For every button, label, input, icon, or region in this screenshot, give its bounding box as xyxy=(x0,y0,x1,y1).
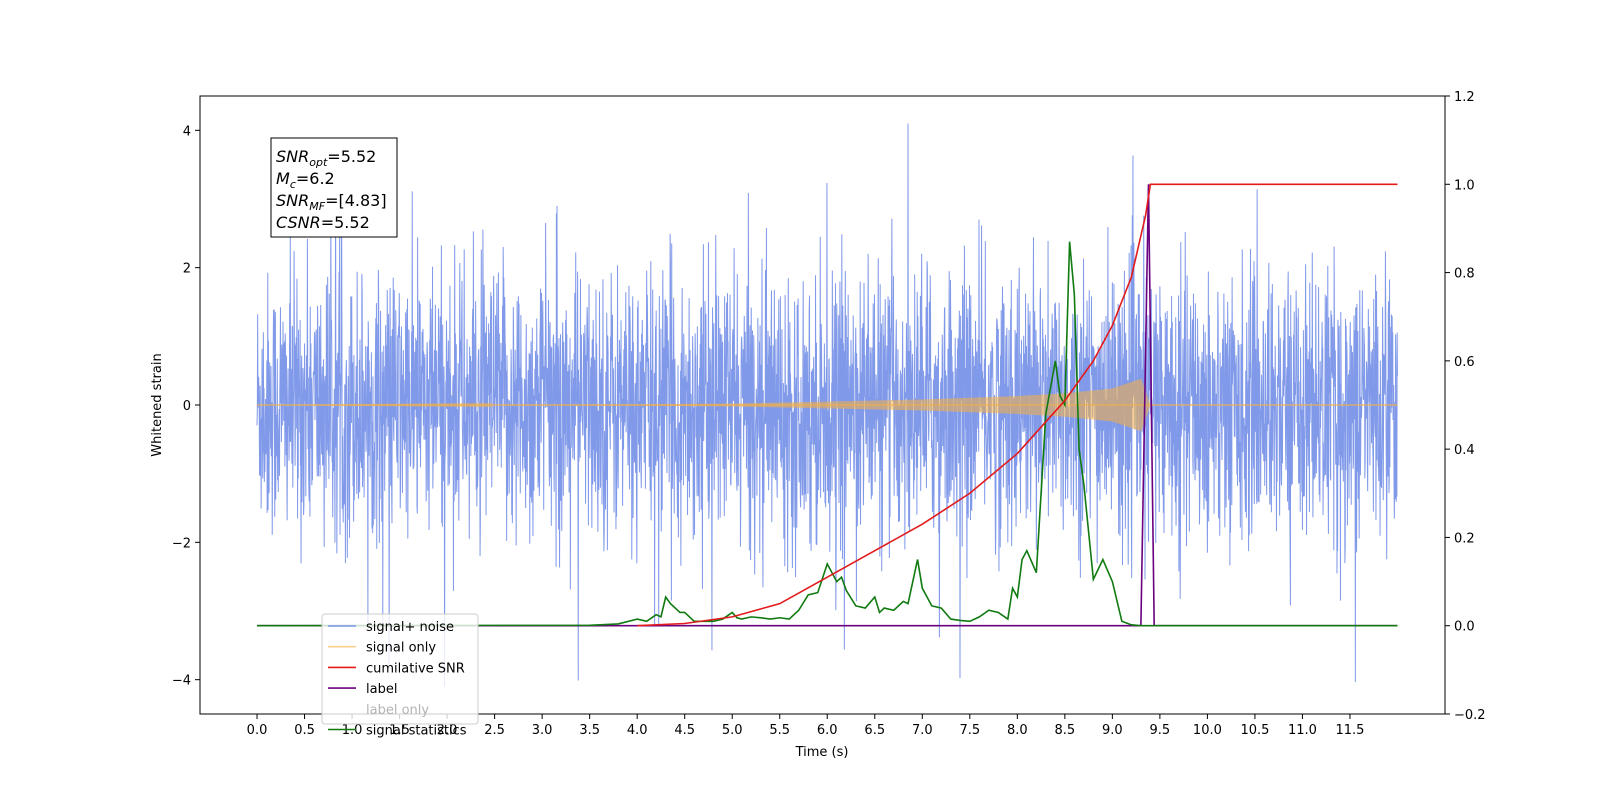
x-tick-label: 2.0 xyxy=(437,723,458,738)
x-tick-label: 11.5 xyxy=(1335,723,1364,738)
x-tick-label: 6.0 xyxy=(817,723,838,738)
annotation-subscript: MF xyxy=(309,200,325,213)
x-tick-label: 1.0 xyxy=(342,723,363,738)
annotation-line: SNRMF=[4.83] xyxy=(276,191,387,213)
annotation-symbol: SNR xyxy=(276,191,309,210)
x-tick-label: 0.5 xyxy=(294,723,315,738)
y-tick-label: −2 xyxy=(172,536,191,551)
annotation-subscript: c xyxy=(290,178,296,191)
y2-tick-label: −0.2 xyxy=(1454,708,1486,723)
x-tick-label: 8.5 xyxy=(1055,723,1076,738)
x-tick-label: 5.0 xyxy=(722,723,743,738)
annotation-frame xyxy=(270,137,398,238)
legend-entry-label: signal only xyxy=(366,641,436,656)
x-tick-label: 7.0 xyxy=(912,723,933,738)
legend-entry-label: cumilative SNR xyxy=(366,661,465,676)
y-tick-label: 4 xyxy=(183,124,191,139)
y-tick-label: 0 xyxy=(183,399,191,414)
x-tick-label: 11.0 xyxy=(1288,723,1317,738)
x-tick-label: 9.5 xyxy=(1150,723,1171,738)
y-axis-label: Whitened strain xyxy=(150,353,165,456)
x-tick-label: 10.5 xyxy=(1240,723,1269,738)
x-tick-label: 2.5 xyxy=(484,723,505,738)
annotation-value: =5.52 xyxy=(321,213,370,232)
annotation-symbol: M xyxy=(276,169,290,188)
x-tick-label: 5.5 xyxy=(769,723,790,738)
annotation-symbol: CSNR xyxy=(276,213,321,232)
x-axis-label: Time (s) xyxy=(795,745,849,760)
annotation-value: =5.52 xyxy=(327,147,376,166)
annotation-symbol: SNR xyxy=(276,147,309,166)
legend-frame xyxy=(321,613,479,725)
annotation-subscript: opt xyxy=(309,156,328,169)
x-tick-label: 7.5 xyxy=(959,723,980,738)
annotation-value: =6.2 xyxy=(296,169,335,188)
x-tick-label: 8.0 xyxy=(1007,723,1028,738)
y-axis-right: 1.2 1.0 0.8 0.6 0.4 0.2 0.0 −0.2 xyxy=(1445,90,1486,723)
y2-tick-label: 0.4 xyxy=(1454,443,1475,458)
legend-entry-label: label only xyxy=(366,703,429,718)
x-tick-label: 3.5 xyxy=(579,723,600,738)
x-tick-label: 10.0 xyxy=(1193,723,1222,738)
y-tick-label: 2 xyxy=(183,262,191,277)
x-tick-label: 0.0 xyxy=(247,723,268,738)
legend: signal+ noise signal only cumilative SNR la… xyxy=(321,613,479,739)
x-tick-label: 6.5 xyxy=(864,723,885,738)
annotation-line: Mc=6.2 xyxy=(276,169,335,191)
x-tick-label: 4.0 xyxy=(627,723,648,738)
annotation-line: CSNR=5.52 xyxy=(276,213,370,232)
y2-tick-label: 0.2 xyxy=(1454,531,1475,546)
legend-entry-label: signal statistics xyxy=(366,724,467,739)
y2-tick-label: 1.0 xyxy=(1454,178,1475,193)
annotation-value: =[4.83] xyxy=(325,191,387,210)
series-cumulative-snr xyxy=(637,183,1398,627)
x-axis: 0.0 0.5 1.0 1.5 2.0 2.5 3.0 3.5 4.0 4.5 5.0 5.5 6.0 6… xyxy=(247,714,1364,738)
legend-entry-label: signal+ noise xyxy=(366,620,454,635)
legend-entry-label: label xyxy=(366,682,397,697)
x-tick-label: 3.0 xyxy=(532,723,553,738)
y2-tick-label: 0.8 xyxy=(1454,267,1475,282)
y2-tick-label: 1.2 xyxy=(1454,90,1475,105)
x-tick-label: 4.5 xyxy=(674,723,695,738)
y2-tick-label: 0.0 xyxy=(1454,620,1475,635)
x-tick-label: 1.5 xyxy=(389,723,410,738)
y2-tick-label: 0.6 xyxy=(1454,355,1475,370)
y-tick-label: −4 xyxy=(172,674,191,689)
plot-area xyxy=(256,123,1398,687)
y-axis-left: 4 2 0 −2 −4 xyxy=(172,124,200,689)
x-tick-label: 9.0 xyxy=(1102,723,1123,738)
annotation-line: SNRopt=5.52 xyxy=(276,147,376,169)
